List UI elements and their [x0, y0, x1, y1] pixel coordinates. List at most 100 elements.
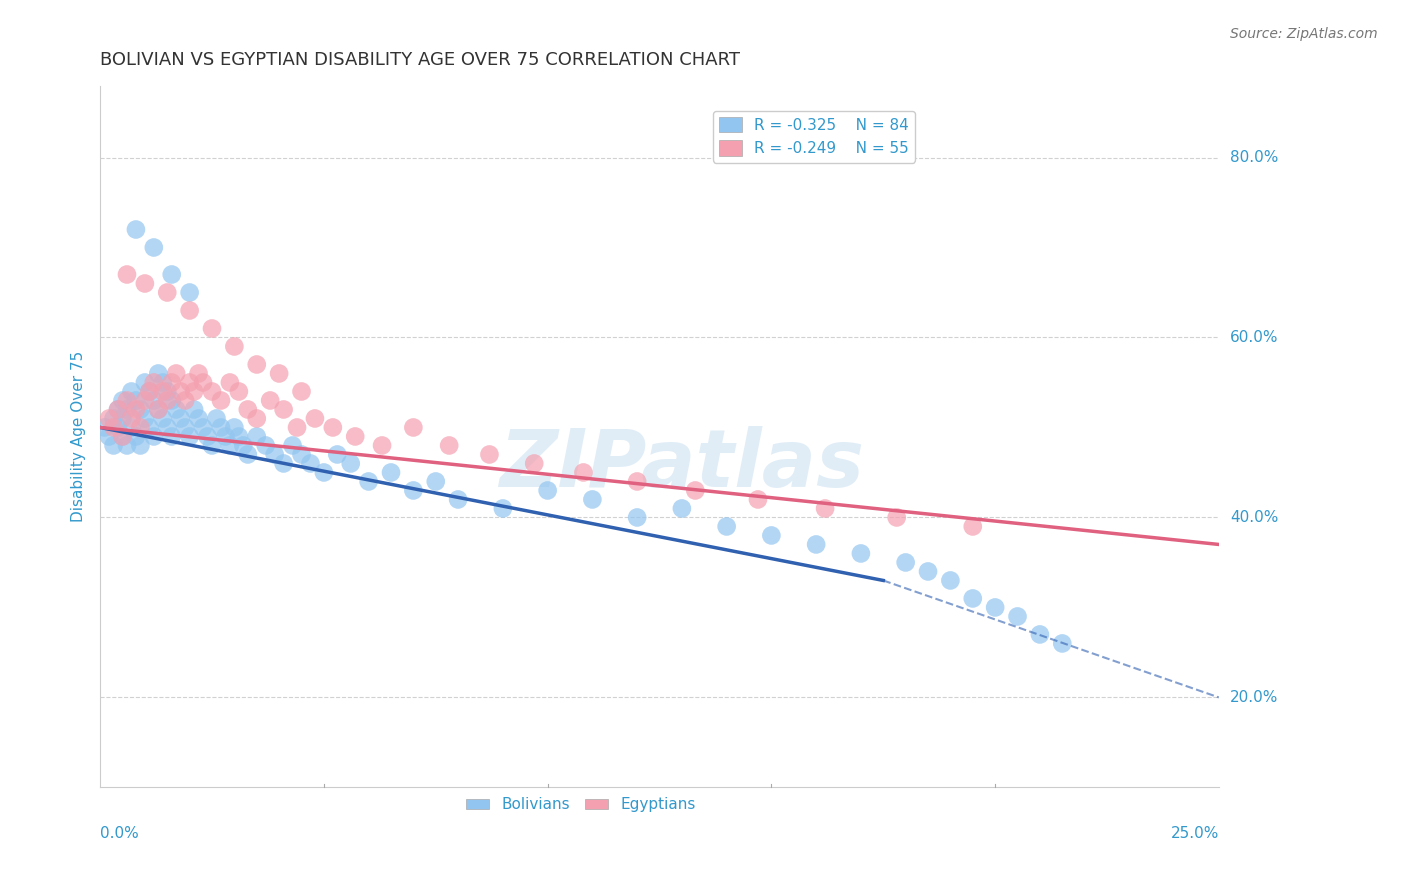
Point: [179, 429, 201, 443]
Point: [269, 367, 291, 381]
Point: [115, 268, 138, 282]
Point: [152, 411, 174, 425]
Point: [148, 402, 170, 417]
Point: [129, 420, 152, 434]
Point: [285, 420, 308, 434]
Point: [425, 475, 447, 489]
Point: [219, 438, 242, 452]
Point: [402, 420, 425, 434]
Point: [281, 438, 304, 452]
Point: [142, 376, 165, 390]
Point: [152, 376, 174, 390]
Point: [129, 438, 152, 452]
Point: [103, 438, 125, 452]
Point: [917, 565, 939, 579]
Point: [804, 537, 827, 551]
Point: [111, 429, 134, 443]
Point: [156, 384, 179, 399]
Point: [107, 420, 129, 434]
Point: [626, 475, 648, 489]
Point: [492, 501, 515, 516]
Text: Source: ZipAtlas.com: Source: ZipAtlas.com: [1230, 27, 1378, 41]
Point: [447, 492, 470, 507]
Point: [205, 411, 228, 425]
Point: [165, 402, 187, 417]
Point: [290, 384, 312, 399]
Point: [129, 402, 152, 417]
Point: [134, 411, 156, 425]
Point: [228, 384, 250, 399]
Point: [1052, 636, 1074, 650]
Point: [103, 411, 125, 425]
Point: [125, 402, 148, 417]
Point: [344, 429, 367, 443]
Legend: Bolivians, Egyptians: Bolivians, Egyptians: [460, 791, 702, 818]
Point: [156, 393, 179, 408]
Point: [437, 438, 460, 452]
Point: [761, 528, 783, 542]
Point: [134, 376, 156, 390]
Point: [886, 510, 908, 524]
Point: [259, 393, 281, 408]
Point: [125, 393, 148, 408]
Point: [219, 376, 242, 390]
Point: [232, 438, 254, 452]
Point: [581, 492, 603, 507]
Point: [273, 402, 295, 417]
Point: [148, 367, 170, 381]
Text: 20.0%: 20.0%: [1230, 690, 1278, 705]
Point: [120, 384, 142, 399]
Point: [984, 600, 1007, 615]
Point: [120, 420, 142, 434]
Y-axis label: Disability Age Over 75: Disability Age Over 75: [72, 351, 86, 522]
Point: [98, 429, 121, 443]
Point: [228, 429, 250, 443]
Point: [671, 501, 693, 516]
Point: [254, 438, 277, 452]
Point: [939, 574, 962, 588]
Text: 60.0%: 60.0%: [1230, 330, 1278, 345]
Point: [179, 303, 201, 318]
Point: [962, 519, 984, 533]
Point: [174, 420, 197, 434]
Point: [138, 384, 160, 399]
Point: [478, 447, 501, 461]
Point: [326, 447, 349, 461]
Point: [107, 402, 129, 417]
Point: [626, 510, 648, 524]
Point: [894, 556, 917, 570]
Text: 0.0%: 0.0%: [100, 826, 139, 841]
Point: [299, 457, 322, 471]
Point: [246, 411, 269, 425]
Point: [183, 402, 205, 417]
Point: [814, 501, 837, 516]
Point: [98, 411, 121, 425]
Point: [152, 384, 174, 399]
Point: [224, 339, 246, 353]
Point: [134, 277, 156, 291]
Point: [523, 457, 546, 471]
Text: ZIPatlas: ZIPatlas: [499, 425, 865, 504]
Text: 25.0%: 25.0%: [1171, 826, 1219, 841]
Point: [160, 393, 183, 408]
Point: [142, 240, 165, 254]
Point: [191, 376, 214, 390]
Point: [236, 402, 259, 417]
Point: [179, 376, 201, 390]
Point: [191, 420, 214, 434]
Point: [134, 393, 156, 408]
Point: [93, 420, 115, 434]
Point: [322, 420, 344, 434]
Point: [209, 420, 232, 434]
Point: [115, 438, 138, 452]
Point: [148, 402, 170, 417]
Point: [201, 384, 224, 399]
Point: [111, 393, 134, 408]
Point: [170, 411, 193, 425]
Point: [160, 429, 183, 443]
Point: [103, 420, 125, 434]
Point: [236, 447, 259, 461]
Point: [183, 384, 205, 399]
Point: [160, 268, 183, 282]
Point: [111, 411, 134, 425]
